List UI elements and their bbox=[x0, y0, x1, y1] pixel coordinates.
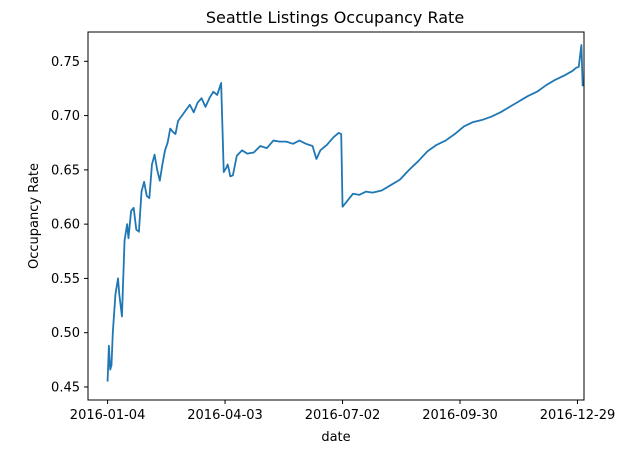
series-line-1 bbox=[106, 44, 584, 382]
y-axis: 0.45 0.50 0.55 0.60 0.65 0.70 0.75 bbox=[51, 55, 88, 395]
plot-area bbox=[106, 44, 584, 382]
x-axis-label: date bbox=[321, 430, 350, 445]
y-axis-label: Occupancy Rate bbox=[27, 163, 42, 269]
x-tick-label: 2016-07-02 bbox=[305, 408, 381, 423]
x-tick-label: 2016-01-04 bbox=[70, 408, 146, 423]
y-tick-label: 0.50 bbox=[51, 326, 80, 341]
y-tick-label: 0.45 bbox=[51, 380, 80, 395]
y-tick-label: 0.65 bbox=[51, 163, 80, 178]
x-tick-label: 2016-04-03 bbox=[187, 408, 263, 423]
chart-title: Seattle Listings Occupancy Rate bbox=[206, 8, 464, 27]
x-tick-label: 2016-12-29 bbox=[540, 408, 616, 423]
axes-frame bbox=[87, 31, 585, 401]
y-tick-label: 0.60 bbox=[51, 218, 80, 233]
y-tick-label: 0.55 bbox=[51, 272, 80, 287]
x-tick-label: 2016-09-30 bbox=[422, 408, 498, 423]
y-tick-label: 0.75 bbox=[51, 55, 80, 70]
y-tick-label: 0.70 bbox=[51, 109, 80, 124]
x-axis: 2016-01-04 2016-04-03 2016-07-02 2016-09-30… bbox=[70, 400, 615, 423]
